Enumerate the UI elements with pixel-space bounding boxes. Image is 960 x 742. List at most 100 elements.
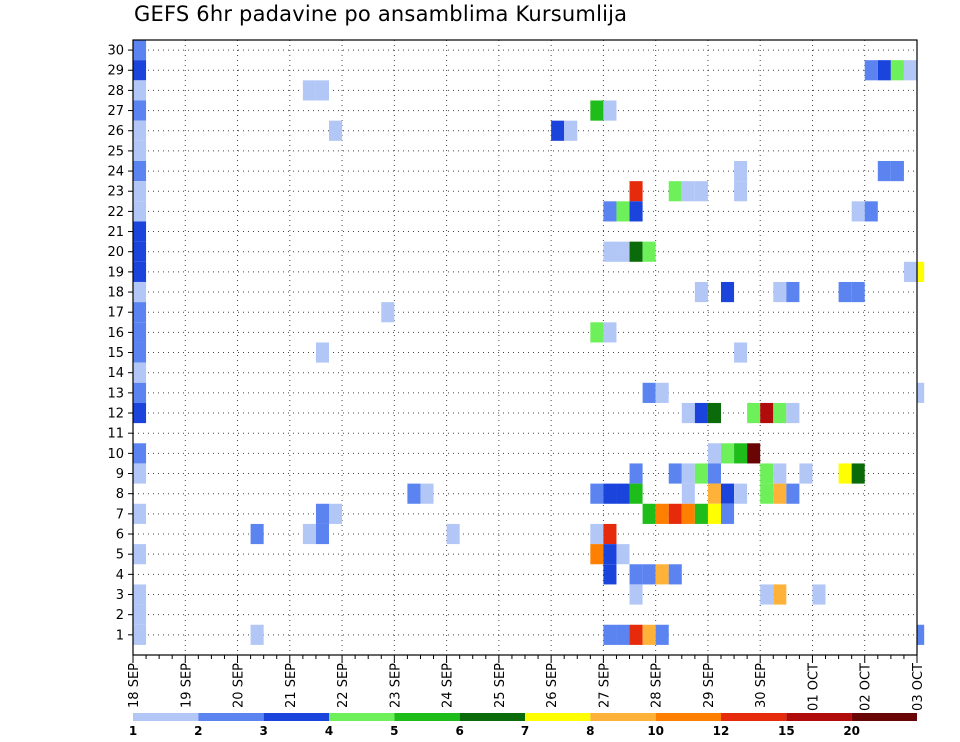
heatmap-cell [734, 443, 748, 464]
x-tick-label: 02 OCT [859, 663, 874, 711]
legend-label: 8 [586, 724, 594, 738]
x-tick-label: 25 SEP [493, 663, 508, 708]
heatmap-cell [877, 60, 891, 81]
legend-label: 4 [325, 724, 333, 738]
legend-swatch [459, 713, 525, 721]
legend-swatch [851, 713, 917, 721]
heatmap-cell [668, 181, 682, 202]
heatmap-cell [890, 60, 904, 81]
heatmap-cell [315, 523, 329, 545]
heatmap-cell [603, 201, 617, 222]
heatmap-cell [133, 201, 147, 222]
heatmap-cell [629, 483, 643, 504]
legend: 1 2 3 4 5 6 7 8 10 12 15 20 [129, 713, 917, 738]
heatmap-cell [603, 523, 617, 545]
heatmap-cell [734, 181, 748, 202]
legend-label: 5 [390, 724, 398, 738]
heatmap-cell [616, 241, 630, 262]
heatmap-cell [603, 624, 617, 645]
y-tick-label: 19 [107, 265, 124, 280]
y-tick-label: 24 [107, 165, 124, 180]
heatmap-cell [655, 503, 669, 524]
y-tick-label: 13 [107, 386, 124, 401]
heatmap-cell [851, 463, 865, 484]
heatmap-cell [603, 241, 617, 262]
heatmap-cell [642, 382, 656, 403]
heatmap-cell [734, 342, 748, 363]
legend-swatch [786, 713, 852, 721]
heatmap-cell [133, 604, 147, 625]
heatmap-cell [707, 483, 721, 504]
heatmap-cell [655, 624, 669, 645]
y-tick-label: 17 [107, 306, 124, 321]
y-tick-label: 3 [116, 588, 124, 603]
heatmap-cell [133, 80, 147, 101]
heatmap-cell [446, 523, 460, 545]
heatmap-cell [760, 483, 774, 504]
heatmap-cell [133, 120, 147, 141]
heatmap-cell [903, 60, 917, 81]
heatmap-cell [629, 201, 643, 222]
x-tick-label: 27 SEP [597, 663, 612, 708]
x-tick-label: 29 SEP [702, 663, 717, 708]
heatmap-cell [721, 281, 735, 303]
heatmap-cell [760, 463, 774, 484]
heatmap-cell [133, 322, 147, 343]
heatmap-cell [133, 281, 147, 303]
heatmap-cell [590, 483, 604, 504]
heatmap-cell [603, 564, 617, 585]
x-tick-label: 26 SEP [545, 663, 560, 708]
heatmap-cell [590, 100, 604, 121]
x-tick-label: 23 SEP [388, 663, 403, 708]
y-tick-label: 26 [107, 124, 124, 139]
heatmap-cell [590, 523, 604, 545]
heatmap-cell [603, 544, 617, 565]
heatmap-cell [616, 544, 630, 565]
heatmap-cell [903, 261, 917, 282]
legend-swatch [394, 713, 460, 721]
heatmap-cell [302, 523, 316, 545]
y-tick-label: 4 [116, 568, 124, 583]
heatmap-cell [133, 463, 147, 484]
heatmap-cell [133, 160, 147, 182]
heatmap-cell [315, 342, 329, 363]
y-tick-label: 18 [107, 286, 124, 301]
heatmap-cell [564, 120, 578, 141]
heatmap-cell [250, 523, 264, 545]
y-tick-label: 23 [107, 185, 124, 200]
y-tick-label: 10 [107, 447, 124, 462]
x-tick-label: 21 SEP [284, 663, 299, 708]
legend-label: 3 [259, 724, 267, 738]
heatmap-cell [133, 382, 147, 403]
heatmap-cell [133, 221, 147, 242]
plot-frame [132, 39, 918, 656]
heatmap-cell [760, 584, 774, 605]
heatmap-cell [694, 181, 708, 202]
heatmap-cell [707, 463, 721, 484]
heatmap-cell [694, 503, 708, 524]
heatmap-cell [773, 402, 787, 424]
y-tick-label: 20 [107, 245, 124, 260]
heatmap-cell [642, 624, 656, 645]
y-tick-label: 9 [116, 467, 124, 482]
heatmap-cell [590, 544, 604, 565]
heatmap-cell [133, 140, 147, 161]
y-tick-label: 2 [116, 608, 124, 623]
heatmap-cell [133, 544, 147, 565]
heatmap-cell [747, 402, 761, 424]
heatmap-cell [133, 402, 147, 424]
y-tick-label: 27 [107, 104, 124, 119]
legend-label: 7 [521, 724, 529, 738]
heatmap-cell [302, 80, 316, 101]
heatmap-cell [786, 402, 800, 424]
heatmap-cell [707, 402, 721, 424]
heatmap-cell [133, 261, 147, 282]
legend-swatch [329, 713, 395, 721]
heatmap-cell [681, 463, 695, 484]
heatmap-cell [668, 503, 682, 524]
grid [132, 40, 918, 655]
y-tick-label: 16 [107, 326, 124, 341]
heatmap-cell [681, 181, 695, 202]
heatmap-cell [721, 443, 735, 464]
